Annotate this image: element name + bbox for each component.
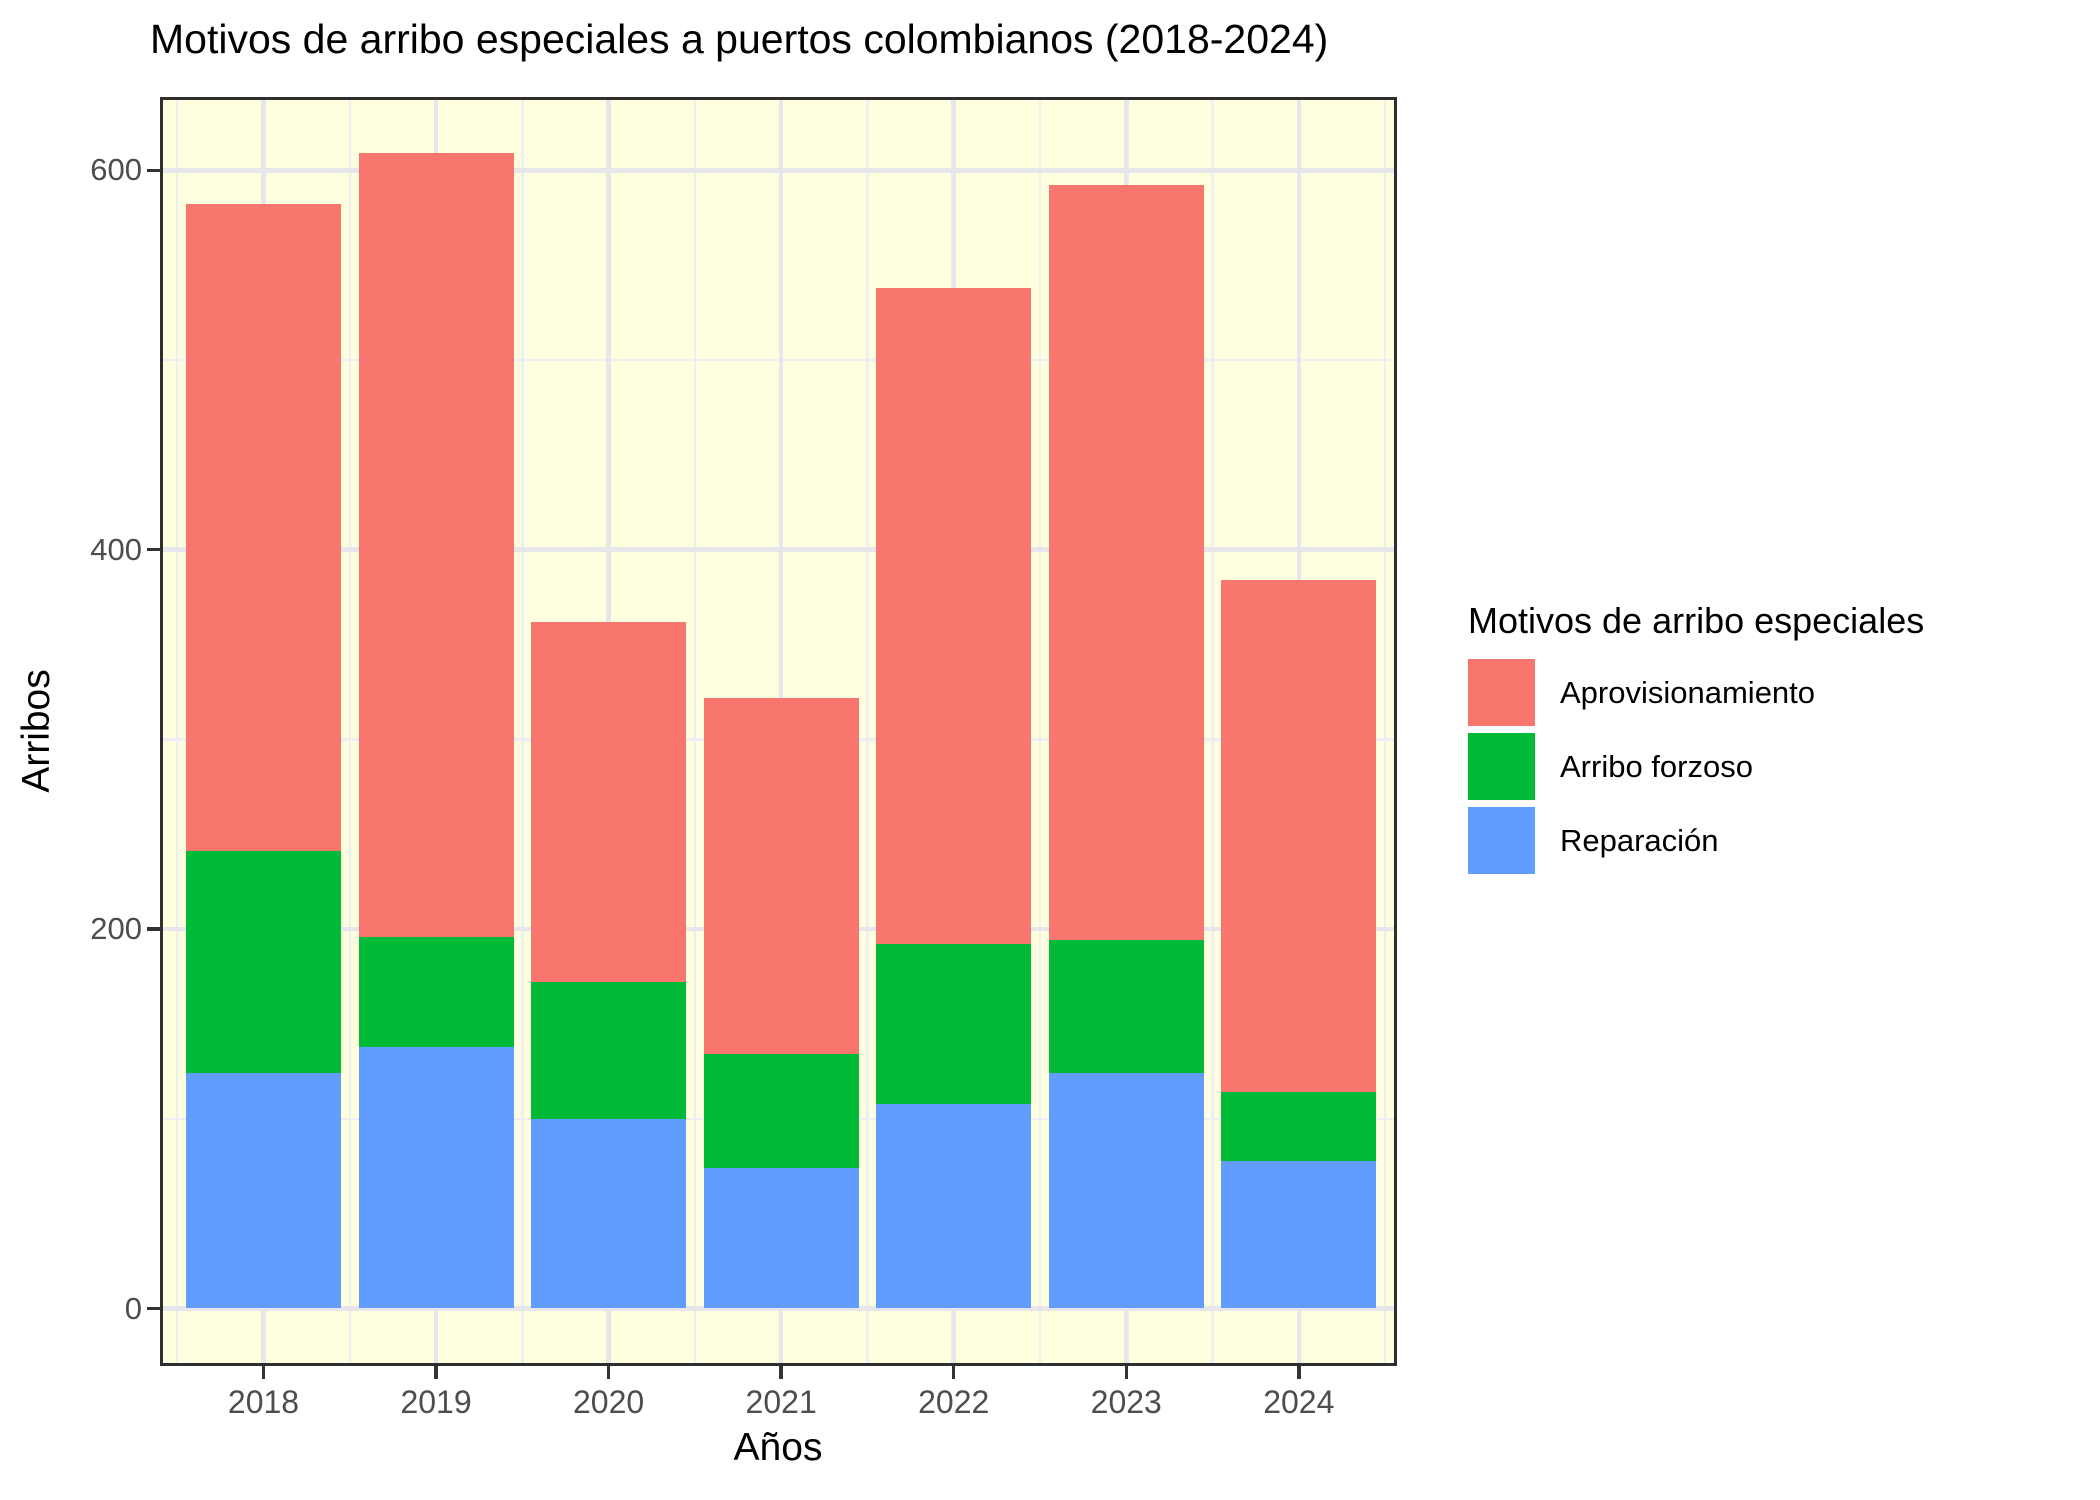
x-tick-label: 2019 — [400, 1384, 472, 1420]
bar-segment-2020-reparación — [531, 1118, 687, 1309]
y-tick-mark — [147, 927, 160, 931]
legend-title: Motivos de arribo especiales — [1468, 600, 1925, 641]
bar-segment-2019-aprovisionamiento — [358, 153, 514, 937]
gridline-x-minor — [348, 97, 352, 1366]
y-tick-mark — [147, 168, 160, 173]
bar-segment-2021-aprovisionamiento — [703, 697, 859, 1055]
bar-segment-2022-aprovisionamiento — [876, 287, 1032, 945]
x-axis-title: Años — [733, 1426, 823, 1469]
gridline-x-minor — [1038, 97, 1042, 1366]
chart-title: Motivos de arribo especiales a puertos c… — [150, 16, 1329, 62]
legend-label-aprovisionamiento: Aprovisionamiento — [1560, 675, 1816, 710]
x-tick-mark — [606, 1366, 611, 1379]
x-tick-mark — [261, 1366, 266, 1379]
x-tick-label: 2023 — [1090, 1384, 1162, 1420]
legend-label-reparacion: Reparación — [1560, 823, 1719, 858]
gridline-x-minor — [693, 97, 697, 1366]
bar-segment-2022-reparación — [876, 1103, 1032, 1309]
x-tick-label: 2021 — [745, 1384, 817, 1420]
bar-segment-2018-arribo-forzoso — [186, 851, 341, 1074]
bar-segment-2020-arribo-forzoso — [531, 982, 687, 1119]
bar-segment-2021-reparación — [703, 1168, 859, 1309]
y-tick-label: 0 — [124, 1290, 142, 1326]
gridline-x-minor — [175, 97, 179, 1366]
bar-segment-2022-arribo-forzoso — [876, 944, 1032, 1104]
bar-segment-2024-arribo-forzoso — [1221, 1092, 1377, 1161]
gridline-x-minor — [1211, 97, 1214, 1366]
y-axis-title: Arribos — [15, 669, 58, 793]
y-tick-mark — [147, 1306, 160, 1311]
x-tick-label: 2020 — [573, 1384, 645, 1420]
x-tick-mark — [434, 1366, 438, 1379]
x-tick-label: 2022 — [918, 1384, 990, 1420]
gridline-y-major — [160, 547, 1397, 552]
bar-segment-2023-arribo-forzoso — [1048, 940, 1204, 1074]
gridline-x-minor — [1383, 97, 1387, 1366]
x-tick-label: 2024 — [1263, 1384, 1335, 1420]
gridline-x-minor — [521, 97, 524, 1366]
y-tick-label: 600 — [90, 152, 142, 188]
bar-segment-2018-reparación — [186, 1073, 341, 1309]
y-tick-mark — [147, 547, 160, 552]
y-tick-label: 400 — [90, 531, 142, 567]
plot-panel — [160, 97, 1397, 1366]
legend-key-reparacion — [1468, 807, 1535, 874]
bar-segment-2024-reparación — [1221, 1160, 1377, 1309]
y-tick-label: 200 — [90, 911, 142, 947]
bar-segment-2024-aprovisionamiento — [1221, 580, 1377, 1093]
bar-segment-2020-aprovisionamiento — [531, 621, 687, 983]
bar-segment-2018-aprovisionamiento — [186, 204, 341, 852]
gridline-x-minor — [866, 97, 869, 1366]
x-tick-mark — [1297, 1366, 1301, 1379]
x-tick-mark — [951, 1366, 956, 1379]
x-tick-mark — [779, 1366, 783, 1379]
gridline-y-major — [160, 168, 1397, 173]
legend-key-arribo-forzoso — [1468, 733, 1535, 800]
gridline-y-major — [160, 1306, 1397, 1311]
bar-segment-2023-aprovisionamiento — [1048, 185, 1204, 941]
x-tick-label: 2018 — [227, 1384, 300, 1420]
bar-segment-2023-reparación — [1048, 1073, 1204, 1309]
x-tick-mark — [1124, 1366, 1128, 1379]
legend-label-arribo-forzoso: Arribo forzoso — [1560, 749, 1753, 784]
bar-segment-2019-reparación — [358, 1046, 514, 1309]
legend-key-aprovisionamiento — [1468, 659, 1535, 726]
gridline-y-minor — [160, 358, 1397, 362]
bar-segment-2019-arribo-forzoso — [358, 936, 514, 1047]
bar-segment-2021-arribo-forzoso — [703, 1054, 859, 1169]
